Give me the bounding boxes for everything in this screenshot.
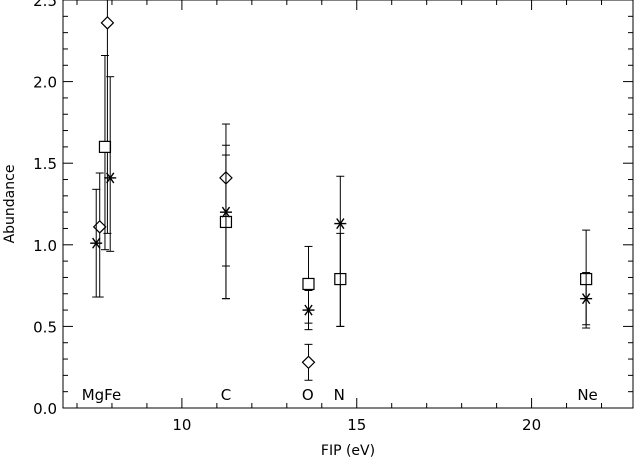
plot-frame xyxy=(62,0,634,409)
asterisk-point xyxy=(219,154,232,300)
y-tick-label: 2.5 xyxy=(33,0,57,10)
element-label: N xyxy=(334,386,345,404)
asterisk-stroke xyxy=(221,206,231,218)
square-point xyxy=(98,54,112,251)
x-tick-label: 15 xyxy=(347,416,366,434)
element-label: C xyxy=(221,386,231,404)
asterisk-point xyxy=(90,188,103,298)
element-label: Ne xyxy=(577,386,597,404)
asterisk-stroke xyxy=(106,172,115,184)
diamond-marker xyxy=(92,219,107,234)
asterisk-stroke xyxy=(304,304,313,316)
y-tick-label: 2.0 xyxy=(33,74,57,92)
diamond-point xyxy=(92,172,107,298)
asterisk-stroke xyxy=(336,218,345,230)
data-marks xyxy=(90,0,593,381)
diamond-point xyxy=(100,0,115,234)
asterisk-stroke xyxy=(92,237,101,249)
y-tick-label: 1.5 xyxy=(33,155,57,173)
y-tick-label: 1.0 xyxy=(33,237,57,255)
square-marker xyxy=(302,277,315,291)
asterisk-point xyxy=(580,272,593,326)
y-tick-label: 0.5 xyxy=(33,318,57,336)
y-axis-title: Abundance xyxy=(2,165,18,244)
diamond-point xyxy=(301,343,316,381)
element-label: MgFe xyxy=(82,386,122,404)
x-axis-title: FIP (eV) xyxy=(321,443,375,459)
y-tick-label: 0.0 xyxy=(33,400,57,418)
x-tick-label: 20 xyxy=(522,416,541,434)
element-label: O xyxy=(302,386,314,404)
diamond-marker xyxy=(100,15,115,30)
asterisk-point xyxy=(302,289,315,331)
asterisk-point xyxy=(104,76,117,252)
x-tick-label: 10 xyxy=(172,416,191,434)
asterisk-point xyxy=(334,175,347,327)
diamond-marker xyxy=(301,355,316,370)
element-labels: MgFe C O N Ne xyxy=(82,386,598,404)
square-marker xyxy=(98,140,112,153)
asterisk-stroke xyxy=(581,293,591,305)
axis-ticks: 10 15 20 0.0 0.5 1.0 1.5 2.0 2.5 xyxy=(33,0,633,434)
